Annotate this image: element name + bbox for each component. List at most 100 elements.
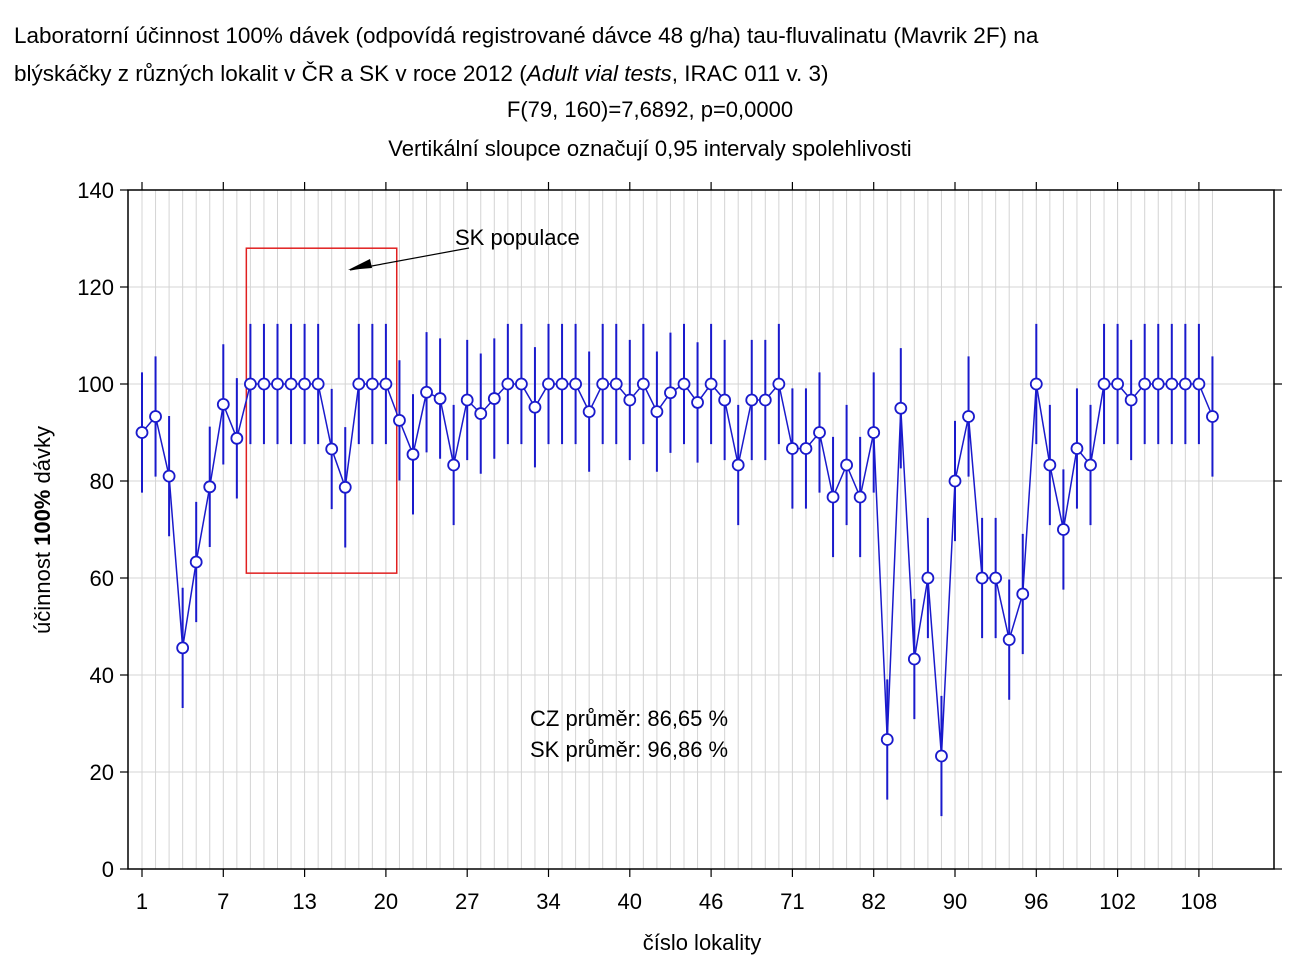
x-tick-label: 34 (536, 889, 560, 914)
data-point (813, 426, 826, 439)
data-point (962, 410, 975, 423)
x-axis: 1 7 13 20 27 34 40 46 71 82 90 96 102 108 (136, 182, 1217, 914)
x-tick-label: 46 (699, 889, 723, 914)
x-tick-label: 40 (618, 889, 642, 914)
x-tick-label: 27 (455, 889, 479, 914)
data-point (1002, 633, 1016, 646)
x-tick-label: 7 (217, 889, 229, 914)
data-point (1111, 377, 1124, 391)
y-axis-label: účinnost 100% dávky (30, 426, 55, 634)
data-point (487, 392, 501, 405)
data-point (826, 490, 840, 504)
y-tick-label: 60 (90, 566, 114, 591)
data-point (853, 490, 867, 504)
data-point (1206, 410, 1219, 423)
y-axis-label-end: dávky (30, 426, 55, 490)
data-point (311, 377, 325, 391)
x-tick-label: 20 (374, 889, 398, 914)
y-axis-label-bold: 100% (30, 490, 55, 546)
data-point (1084, 458, 1097, 472)
sk-highlight-group: SK populace (245, 225, 580, 574)
data-point (528, 400, 542, 414)
data-point (1016, 587, 1030, 601)
title-line-2-italic: Adult vial tests (526, 61, 672, 86)
data-point (731, 458, 745, 472)
chart-subtitle-statistic: F(79, 160)=7,6892, p=0,0000 (506, 97, 794, 122)
sk-highlight-box (245, 247, 398, 574)
data-point (393, 413, 406, 427)
y-axis-label-start: účinnost (30, 546, 55, 634)
x-tick-label: 96 (1024, 889, 1048, 914)
y-tick-label: 140 (77, 178, 114, 203)
data-point (230, 431, 244, 445)
data-point (338, 480, 352, 494)
data-point (691, 396, 704, 409)
cz-mean-annotation: CZ průměr: 86,65 % (530, 706, 728, 731)
data-point (271, 377, 284, 391)
sk-arrowhead (348, 259, 372, 270)
data-point (1165, 377, 1179, 391)
data-point (1124, 393, 1138, 407)
data-point (786, 442, 799, 455)
plot-frame (127, 189, 1275, 870)
x-tick-label: 102 (1099, 889, 1136, 914)
data-point (1097, 377, 1111, 391)
series-line (141, 382, 1214, 757)
data-point (596, 377, 610, 391)
data-point (406, 447, 420, 461)
data-point (636, 377, 650, 391)
data-point (650, 405, 664, 419)
data-point (149, 410, 162, 423)
data-point (772, 377, 786, 391)
data-point (1057, 523, 1070, 536)
data-point (243, 377, 257, 391)
x-axis-label: číslo lokality (643, 930, 762, 955)
data-point (1029, 377, 1043, 391)
chart-subtitle-confidence: Vertikální sloupce označují 0,95 interva… (388, 136, 912, 161)
title-line-2-end: , IRAC 011 v. 3) (671, 61, 829, 86)
y-tick-label: 20 (90, 760, 114, 785)
data-point (203, 480, 217, 494)
y-axis: 0 20 40 60 80 100 120 140 (77, 178, 1282, 882)
data-point (1192, 377, 1206, 391)
data-point (365, 377, 379, 391)
data-point (555, 377, 569, 391)
data-point (1043, 458, 1057, 472)
data-point (840, 458, 853, 472)
chart-title-line-1: Laboratorní účinnost 100% dávek (odpovíd… (14, 23, 1039, 48)
data-point (447, 458, 461, 472)
data-point (664, 386, 677, 400)
data-point (894, 401, 908, 415)
data-point (623, 393, 637, 407)
data-point (284, 377, 298, 391)
title-line-2-start: blýskáčky z různých lokalit v ČR a SK v … (14, 61, 527, 86)
chart-title-line-2: blýskáčky z různých lokalit v ČR a SK v … (14, 60, 829, 88)
data-point (867, 426, 881, 439)
y-tick-label: 40 (90, 663, 114, 688)
data-point (1070, 442, 1084, 455)
data-point (758, 393, 772, 407)
data-point (582, 405, 596, 419)
data-point (216, 397, 230, 411)
data-point (460, 393, 474, 407)
data-point (1138, 377, 1152, 391)
x-tick-label: 82 (861, 889, 885, 914)
x-tick-label: 13 (292, 889, 316, 914)
x-tick-label: 108 (1181, 889, 1218, 914)
data-point (921, 571, 935, 585)
data-point (609, 377, 623, 391)
data-point (515, 377, 528, 391)
data-point (420, 385, 433, 399)
data-point (162, 469, 176, 483)
data-point (298, 377, 312, 391)
data-point (907, 652, 921, 666)
data-point (569, 377, 582, 391)
data-point (474, 407, 488, 420)
y-tick-label: 80 (90, 469, 114, 494)
data-point (1178, 377, 1192, 391)
data-point (135, 426, 149, 439)
data-point (352, 377, 366, 391)
data-point (799, 442, 813, 455)
data-point (433, 392, 447, 405)
y-tick-label: 100 (77, 372, 114, 397)
